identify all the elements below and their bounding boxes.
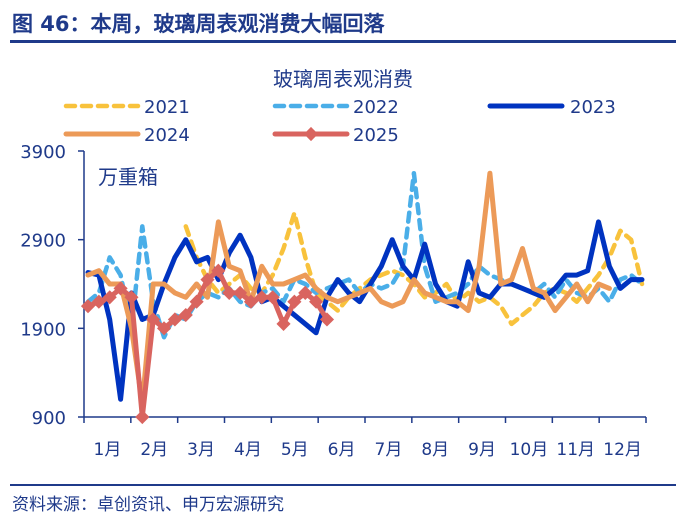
data-point-2025 bbox=[178, 307, 193, 323]
axes: 900 1900 2900 3900 1月 2月 3月 4月 5月 6月 7月 8月 9月 10月 11月 1… bbox=[20, 142, 647, 460]
title-divider bbox=[10, 40, 676, 43]
x-tick-label: 8月 bbox=[421, 440, 449, 460]
y-tick-label: 900 bbox=[32, 408, 66, 429]
legend-label: 2023 bbox=[570, 97, 616, 118]
chart-title: 玻璃周表观消费 bbox=[273, 67, 413, 91]
x-tick-label: 12月 bbox=[603, 440, 642, 460]
data-point-2025 bbox=[146, 312, 161, 327]
x-tick-label: 10月 bbox=[510, 440, 549, 460]
data-point-2025 bbox=[200, 272, 215, 287]
unit-label: 万重箱 bbox=[98, 165, 158, 189]
series-line-2022 bbox=[85, 170, 645, 340]
x-tick-label: 9月 bbox=[468, 440, 496, 460]
data-point-2025 bbox=[80, 299, 96, 314]
legend-label: 2022 bbox=[353, 97, 399, 118]
data-point-2025 bbox=[276, 316, 291, 331]
data-point-2025 bbox=[113, 281, 128, 296]
y-tick-label: 3900 bbox=[20, 142, 66, 163]
data-point-2025 bbox=[189, 294, 204, 309]
y-tick-label: 1900 bbox=[20, 319, 66, 340]
data-point-2025 bbox=[91, 294, 106, 309]
figure-title: 图 46：本周，玻璃周表观消费大幅回落 bbox=[12, 12, 385, 36]
x-tick-label: 6月 bbox=[328, 440, 356, 460]
data-point-2025 bbox=[233, 285, 248, 300]
series-line-2024 bbox=[85, 170, 612, 407]
data-point-2025 bbox=[102, 290, 117, 305]
legend-label: 2025 bbox=[353, 125, 399, 146]
data-point-2025 bbox=[298, 285, 313, 300]
x-tick-label: 2月 bbox=[140, 440, 168, 460]
data-point-2025 bbox=[309, 294, 324, 309]
data-point-2025 bbox=[222, 285, 237, 300]
data-point-2025 bbox=[156, 321, 172, 336]
data-point-2025 bbox=[211, 263, 226, 278]
data-point-2025 bbox=[135, 409, 150, 425]
x-tick-label: 3月 bbox=[187, 440, 215, 460]
data-point-2025 bbox=[265, 290, 280, 305]
series-line-2023 bbox=[85, 219, 645, 402]
x-tick-label: 1月 bbox=[94, 440, 122, 460]
data-point-2025 bbox=[287, 294, 302, 309]
x-tick-label: 7月 bbox=[375, 440, 403, 460]
legend-label: 2021 bbox=[144, 97, 190, 118]
legend: 2021 2022 2023 2024 2025 bbox=[63, 97, 616, 146]
data-point-2025 bbox=[124, 290, 139, 305]
y-tick-label: 2900 bbox=[20, 231, 66, 252]
series-lines bbox=[80, 170, 645, 425]
legend-marker bbox=[303, 126, 319, 142]
data-point-2025 bbox=[319, 312, 335, 327]
data-point-2025 bbox=[167, 312, 182, 327]
x-tick-label: 11月 bbox=[556, 440, 595, 460]
x-tick-label: 5月 bbox=[281, 440, 309, 460]
x-tick-label: 4月 bbox=[234, 440, 262, 460]
data-point-2025 bbox=[254, 290, 269, 305]
data-point-2025 bbox=[243, 294, 259, 309]
legend-label: 2024 bbox=[144, 125, 190, 146]
source-note: 资料来源：卓创资讯、申万宏源研究 bbox=[12, 495, 284, 515]
footer-divider bbox=[10, 484, 676, 486]
